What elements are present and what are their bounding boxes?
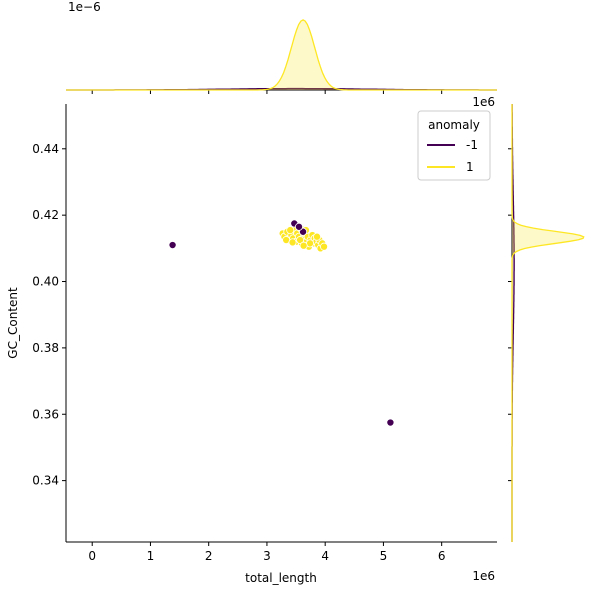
normal-point: [288, 238, 297, 247]
anomaly-point: [168, 241, 177, 250]
anomaly-point: [386, 418, 395, 427]
legend-label-neg1: -1: [466, 138, 478, 152]
marginal-x-fill: [66, 19, 497, 90]
marginal-x-density: [66, 19, 497, 94]
y-tick-label: 0.42: [32, 208, 59, 222]
marginal-x-curve: [66, 19, 497, 91]
y-axis-label: GC_Content: [6, 287, 20, 359]
y-marginal-offset-label: 1e6: [472, 95, 495, 109]
legend-label-pos1: 1: [466, 160, 474, 174]
marginal-y-curve: [511, 104, 585, 542]
x-tick-label: 2: [205, 549, 213, 563]
x-tick-label: 4: [321, 549, 329, 563]
scatter-points: [168, 219, 395, 427]
x-tick-label: 3: [263, 549, 271, 563]
y-tick-label: 0.36: [32, 407, 59, 421]
x-axis-label: total_length: [245, 571, 317, 585]
normal-point: [313, 232, 322, 241]
y-tick-label: 0.38: [32, 341, 59, 355]
marginal-y-fill: [512, 104, 584, 542]
x-tick-label: 6: [438, 549, 446, 563]
x-axis-ticks: 0 1 2 3 4 5 6: [88, 542, 445, 563]
main-axes: 0 1 2 3 4 5 6 0.34 0.36 0.38 0.40 0.42 0.44: [32, 104, 497, 563]
y-tick-label: 0.44: [32, 142, 59, 156]
normal-point: [296, 236, 305, 245]
normal-point: [320, 242, 329, 251]
normal-point: [286, 226, 295, 235]
y-axis-ticks: 0.34 0.36 0.38 0.40 0.42 0.44: [32, 142, 66, 488]
x-tick-label: 5: [380, 549, 388, 563]
normal-point: [299, 241, 308, 250]
x-tick-label: 1: [147, 549, 155, 563]
y-tick-label: 0.34: [32, 474, 59, 488]
marginal-x-offset-label: 1e−6: [68, 0, 101, 14]
x-offset-label: 1e6: [472, 569, 495, 583]
x-tick-label: 0: [88, 549, 96, 563]
legend: anomaly -1 1: [417, 110, 491, 181]
marginal-y-density: [508, 104, 585, 542]
y-tick-label: 0.40: [32, 275, 59, 289]
anomaly-point: [294, 222, 303, 231]
legend-title: anomaly: [428, 118, 480, 132]
